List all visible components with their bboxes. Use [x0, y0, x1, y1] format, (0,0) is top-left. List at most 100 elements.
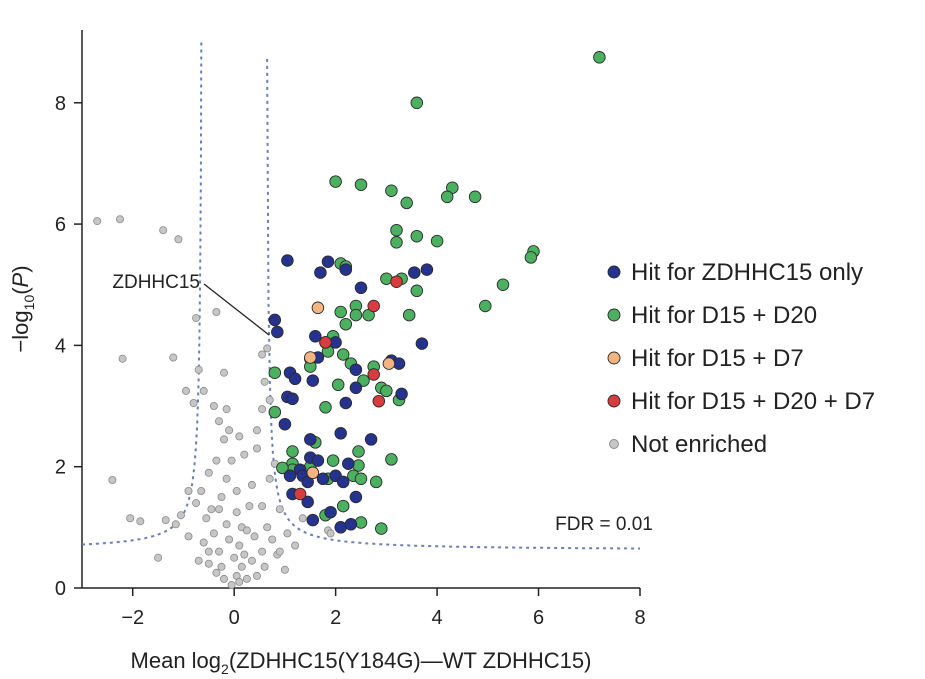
point-not-enriched [227, 456, 236, 465]
point-not-enriched [225, 426, 234, 435]
legend-label: Hit for D15 + D20 + D7 [631, 388, 875, 415]
point-hit-for-d15-d20 [352, 459, 365, 472]
point-not-enriched [116, 215, 125, 224]
point-hit-for-zdhhc15-only [334, 427, 347, 440]
point-not-enriched [169, 353, 178, 362]
point-not-enriched [209, 529, 218, 538]
point-hit-for-d15-d20 [410, 284, 424, 298]
point-not-enriched [222, 474, 231, 483]
point-hit-for-d15-d20 [352, 445, 365, 458]
point-hit-for-d15-d20 [286, 445, 299, 458]
point-not-enriched [202, 514, 211, 523]
legend-marker [607, 394, 621, 408]
point-not-enriched [176, 511, 185, 520]
point-hit-for-d15-d20 [385, 184, 398, 197]
point-not-enriched [222, 520, 231, 529]
point-not-enriched [108, 475, 117, 484]
point-hit-for-zdhhc15-only [336, 475, 350, 489]
legend-marker [607, 308, 621, 322]
point-not-enriched [240, 450, 249, 459]
highlight-label: ZDHHC15 [112, 272, 200, 293]
point-not-enriched [247, 480, 256, 489]
x-tick-label: 0 [229, 607, 240, 629]
point-not-enriched [258, 502, 267, 511]
legend-marker [607, 265, 621, 279]
point-hit-for-d15-d20 [468, 190, 482, 204]
point-hit-for-d15-d20 [496, 278, 510, 291]
point-hit-for-d15-d7 [382, 357, 396, 370]
y-axis-title-subscript: 10 [21, 295, 37, 311]
point-not-enriched [240, 550, 249, 559]
point-hit-for-d15-d20 [331, 378, 345, 392]
point-not-enriched [126, 514, 135, 523]
point-hit-for-d15-d20 [336, 348, 350, 361]
point-hit-for-d15-d20 [375, 522, 388, 535]
point-not-enriched [260, 562, 269, 571]
legend-label: Hit for D15 + D20 [631, 302, 817, 329]
point-not-enriched [194, 365, 203, 374]
point-not-enriched [184, 486, 193, 495]
point-hit-for-d15-d20 [380, 384, 393, 398]
point-not-enriched [242, 574, 251, 583]
point-not-enriched [242, 526, 251, 535]
point-not-enriched [252, 426, 261, 435]
point-hit-for-d15-d7 [306, 466, 320, 480]
point-hit-for-d15-d20 [268, 366, 282, 379]
point-not-enriched [199, 538, 208, 547]
point-not-enriched [214, 547, 223, 556]
x-axis-title-part-2: (ZDHHC15(Y184G)—WT ZDHHC15) [229, 648, 592, 673]
point-not-enriched [136, 517, 145, 526]
point-not-enriched [247, 556, 256, 565]
point-hit-for-zdhhc15-only [311, 454, 325, 467]
point-not-enriched [283, 529, 292, 538]
point-not-enriched [189, 398, 198, 407]
point-hit-for-d15-d20 [430, 234, 444, 248]
fdr-curve-right [266, 58, 640, 550]
point-hit-for-d15-d20 [276, 461, 289, 475]
point-not-enriched [217, 492, 226, 501]
point-hit-for-zdhhc15-only [281, 254, 294, 267]
point-hit-for-zdhhc15-only [321, 255, 335, 268]
fdr-curve-left [82, 42, 203, 546]
highlight-callout-line [203, 283, 270, 336]
x-tick-label: 4 [432, 607, 443, 629]
point-not-enriched [275, 505, 284, 514]
point-hit-for-d15-d20 [410, 229, 424, 243]
point-not-enriched [232, 508, 241, 517]
y-tick-label: 2 [55, 457, 66, 479]
y-tick-label: 8 [55, 93, 66, 115]
point-hit-for-zdhhc15-only [268, 313, 282, 327]
point-not-enriched [263, 523, 272, 532]
legend-marker [607, 351, 621, 365]
point-not-enriched [214, 505, 223, 514]
point-hit-for-zdhhc15-only [304, 433, 317, 446]
point-not-enriched [237, 562, 246, 571]
ticks: −2 0 2 4 6 8 0 2 4 6 8 [55, 93, 646, 629]
point-hit-for-d15-d20 [357, 374, 370, 387]
point-hit-for-zdhhc15-only [301, 495, 314, 509]
point-not-enriched [252, 444, 261, 453]
y-tick-label: 4 [55, 335, 66, 357]
point-not-enriched [214, 417, 223, 426]
x-axis-title-part-1: Mean log [131, 648, 222, 673]
fdr-label: FDR = 0.01 [555, 514, 653, 535]
point-not-enriched [268, 535, 277, 544]
x-tick-label: 6 [533, 607, 544, 629]
point-hit-for-d15-d20 [369, 475, 383, 489]
point-not-enriched [197, 486, 206, 495]
point-hit-for-zdhhc15-only [415, 337, 429, 350]
point-not-enriched [118, 354, 127, 363]
point-not-enriched [181, 386, 190, 395]
point-hit-for-d15-d20 [354, 178, 368, 191]
point-not-enriched [291, 541, 300, 550]
point-not-enriched [192, 314, 201, 323]
point-not-enriched [326, 529, 335, 538]
point-hit-for-zdhhc15-only [364, 433, 378, 446]
point-not-enriched [235, 541, 244, 550]
point-hit-for-d15-d20 [334, 305, 347, 319]
point-hit-for-zdhhc15-only [286, 392, 299, 406]
point-hit-for-d15-d20 [479, 299, 492, 313]
y-axis-title: −log10(P) [8, 265, 37, 352]
point-hit-for-d15-d20 [593, 51, 606, 64]
point-not-enriched [280, 565, 289, 574]
